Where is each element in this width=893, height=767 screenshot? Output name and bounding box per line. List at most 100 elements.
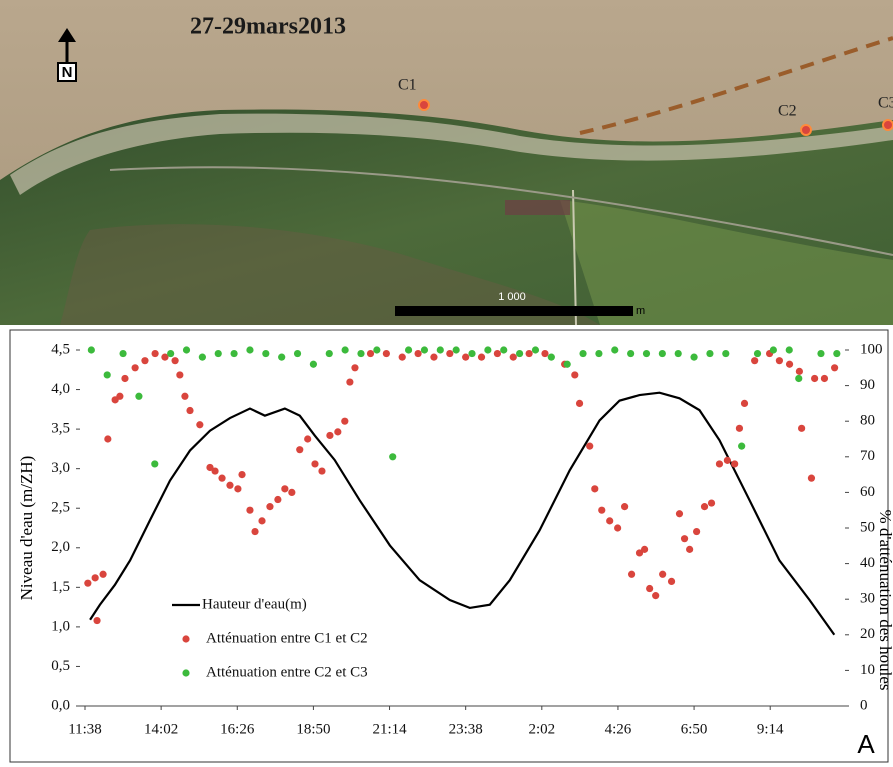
scatter-point (246, 346, 254, 354)
scatter-point (462, 353, 470, 361)
y-tick-label: 0,0 (51, 697, 70, 713)
scatter-point (167, 349, 175, 358)
scatter-point (627, 570, 636, 578)
scatter-point (735, 424, 744, 432)
y2-tick-label: 20 (860, 626, 875, 642)
scatter-point (586, 442, 594, 450)
scatter-point (807, 474, 816, 482)
y2-tick-label: 30 (860, 591, 875, 607)
scatter-point (218, 474, 226, 482)
scale-bar (395, 306, 633, 316)
scatter-point (99, 570, 107, 578)
scatter-point (334, 428, 342, 436)
scatter-point (182, 346, 191, 354)
scatter-point (707, 499, 716, 507)
scatter-point (722, 349, 730, 358)
legend-label: Atténuation entre C2 et C3 (206, 664, 368, 680)
scatter-point (798, 424, 806, 432)
y-tick-label: 1,5 (51, 579, 70, 595)
north-box (57, 62, 77, 82)
x-tick-label: 18:50 (296, 721, 330, 737)
scatter-point (820, 374, 829, 383)
scatter-point (119, 349, 127, 358)
y2-tick-label: 100 (860, 341, 883, 357)
station-marker (800, 124, 812, 136)
scatter-point (700, 503, 709, 511)
y-tick-label: 1,0 (51, 618, 70, 634)
scatter-point (116, 392, 124, 400)
scatter-point (318, 467, 326, 475)
scatter-point (246, 506, 254, 514)
scatter-point (296, 446, 304, 454)
scatter-point (436, 346, 444, 354)
x-tick-label: 14:02 (144, 721, 178, 737)
scatter-point (795, 374, 803, 383)
scatter-point (751, 357, 759, 365)
scatter-point (547, 353, 555, 361)
scatter-point (91, 574, 99, 582)
marsh (60, 224, 600, 325)
scatter-point (341, 346, 349, 354)
x-tick-label: 6:50 (681, 721, 708, 737)
scatter-point (84, 579, 92, 587)
scatter-point (446, 349, 454, 358)
scatter-point (196, 421, 204, 429)
scatter-point (141, 357, 149, 365)
scatter-point (121, 374, 129, 383)
road (572, 189, 577, 326)
aerial-map: N 27-29mars2013 C1 C2 C3 1 000 m (0, 0, 893, 326)
scatter-point (640, 545, 649, 553)
y-tick-label: 0,5 (51, 658, 70, 674)
scatter-point (811, 374, 819, 383)
scatter-point (680, 535, 689, 543)
y2-tick-label: 0 (860, 697, 868, 713)
scatter-point (198, 353, 206, 361)
y-tick-label: 4,5 (51, 341, 70, 357)
scatter-point (659, 570, 667, 578)
scatter-point (274, 495, 282, 504)
y-tick-label: 2,5 (51, 500, 70, 516)
scatter-point (693, 527, 701, 536)
scatter-point (731, 460, 739, 468)
fields (560, 200, 893, 325)
scatter-point (686, 545, 694, 553)
scatter-point (357, 349, 365, 358)
y2-tick-label: 80 (860, 413, 875, 429)
scatter-point (258, 517, 266, 525)
scatter-point (635, 549, 644, 557)
scatter-point (262, 349, 270, 358)
y2-tick-label: 60 (860, 484, 875, 500)
scatter-point (667, 577, 676, 586)
pond (505, 200, 570, 215)
y2-tick-label: 50 (860, 519, 875, 535)
scatter-point (541, 349, 549, 358)
scatter-point (366, 349, 375, 358)
scatter-point (430, 353, 438, 361)
scatter-point (563, 360, 571, 368)
scatter-point (326, 431, 334, 440)
scatter-point (493, 349, 501, 358)
scatter-point (311, 460, 319, 468)
scatter-point (151, 349, 159, 358)
scatter-point (420, 346, 429, 354)
station-label: C3 (878, 95, 893, 112)
scatter-point (833, 349, 841, 358)
scatter-point (398, 353, 406, 361)
y2-tick-label: 70 (860, 448, 875, 464)
scatter-point (477, 353, 486, 361)
scatter-point (775, 357, 784, 365)
scatter-point (817, 349, 825, 358)
legend-swatch (182, 669, 190, 677)
scatter-point (611, 346, 619, 354)
scatter-point (579, 349, 587, 358)
scatter-point (531, 346, 540, 354)
scatter-point (309, 360, 318, 368)
scatter-point (614, 524, 622, 532)
y-tick-label: 3,0 (51, 460, 70, 476)
scatter-point (509, 353, 517, 361)
scatter-point (785, 346, 793, 354)
legend-label: Hauteur d'eau(m) (202, 596, 307, 612)
scatter-point (104, 435, 112, 443)
scatter-point (293, 349, 302, 358)
legend-swatch (182, 635, 190, 643)
